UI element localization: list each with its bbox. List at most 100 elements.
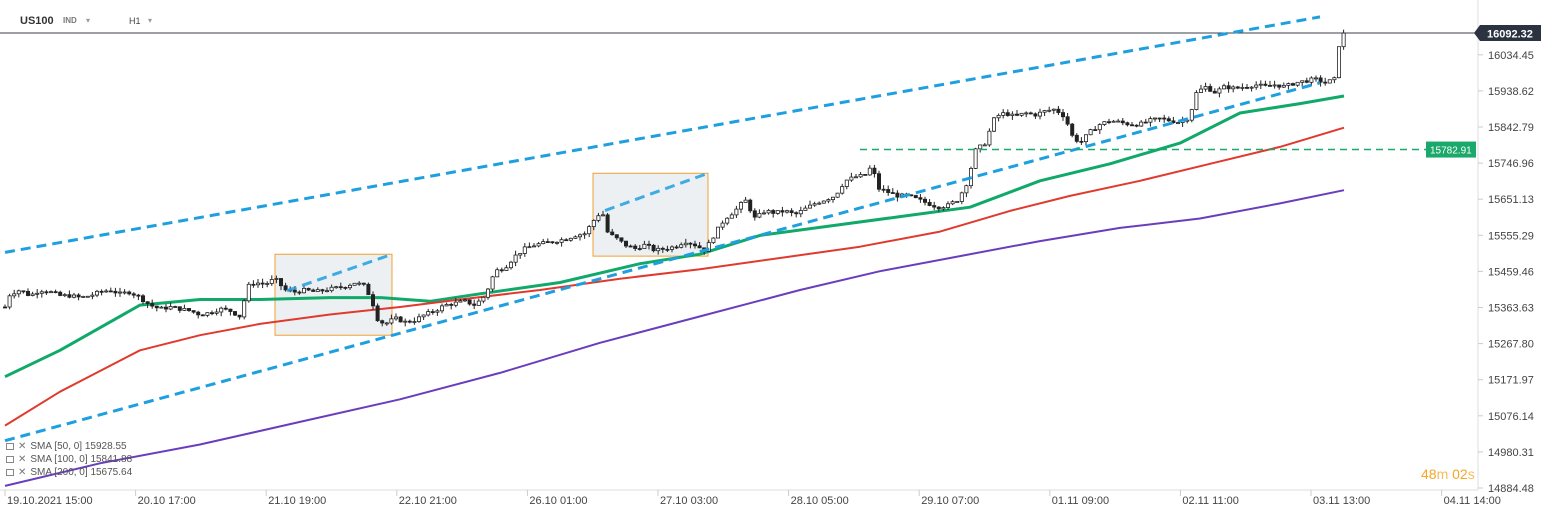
candle: [1231, 85, 1236, 93]
box-trend-line[interactable]: [604, 172, 707, 212]
candle: [1074, 133, 1079, 144]
channel-upper-line[interactable]: [4, 15, 1321, 254]
candle: [214, 308, 219, 316]
candle: [895, 190, 900, 202]
candle: [923, 196, 928, 206]
candle: [591, 219, 596, 231]
candle: [407, 319, 412, 324]
close-icon[interactable]: ✕: [18, 467, 27, 478]
candle: [1065, 113, 1070, 127]
candle: [140, 294, 145, 305]
candle: [927, 199, 932, 207]
candle: [729, 212, 734, 219]
candle: [485, 287, 490, 300]
candle: [1061, 109, 1066, 121]
candle: [734, 205, 739, 219]
candle: [950, 200, 955, 206]
close-icon[interactable]: ✕: [18, 454, 27, 465]
candle: [683, 238, 688, 248]
candle: [941, 206, 946, 211]
candle: [370, 291, 375, 310]
candle: [481, 296, 486, 304]
candle: [324, 287, 329, 293]
candle: [812, 201, 817, 207]
legend-sma200[interactable]: ✕ SMA [200, 0] 15675.64: [6, 466, 132, 479]
candle: [656, 245, 661, 255]
sma200-line[interactable]: [4, 189, 1345, 487]
candle: [1148, 116, 1153, 127]
candle: [334, 285, 339, 289]
box-trend-line[interactable]: [286, 253, 391, 293]
candle: [16, 289, 21, 298]
candle: [209, 310, 214, 316]
sma100-label: SMA [100, 0]: [30, 454, 88, 465]
candle: [62, 293, 67, 298]
settings-icon[interactable]: [6, 456, 14, 463]
candle: [637, 244, 642, 251]
candle: [439, 303, 444, 314]
y-tick-label: 15651.13: [1488, 194, 1534, 206]
candle: [58, 290, 63, 297]
candle: [697, 242, 702, 249]
timeframe-selector[interactable]: H1: [129, 16, 141, 26]
candle: [711, 237, 716, 244]
settings-icon[interactable]: [6, 443, 14, 450]
candle: [674, 244, 679, 250]
candle: [154, 305, 159, 312]
candle: [890, 188, 895, 194]
candle: [1042, 109, 1047, 117]
candle: [725, 217, 730, 226]
candle: [1162, 114, 1167, 123]
sma100-line[interactable]: [4, 126, 1345, 427]
candle: [145, 301, 150, 308]
consolidation-box[interactable]: [592, 172, 709, 257]
symbol-label[interactable]: US100: [20, 15, 54, 27]
candle: [739, 201, 744, 214]
candle: [831, 196, 836, 203]
candle: [352, 282, 357, 286]
candle: [1033, 112, 1038, 119]
candle: [1166, 116, 1171, 122]
candle: [416, 313, 421, 323]
candle: [1203, 82, 1208, 92]
close-icon[interactable]: ✕: [18, 441, 27, 452]
candle: [191, 310, 196, 314]
candle: [426, 308, 431, 317]
candle: [955, 200, 960, 203]
chevron-down-icon[interactable]: ▾: [148, 16, 153, 25]
candle: [1139, 120, 1144, 127]
candle: [1258, 80, 1263, 90]
candle: [766, 208, 771, 215]
candle: [665, 245, 670, 252]
chevron-down-icon[interactable]: ▾: [86, 16, 91, 25]
candle: [1176, 121, 1181, 125]
candle: [136, 293, 141, 301]
candle: [821, 200, 826, 204]
candle: [1249, 86, 1254, 92]
candle: [495, 267, 500, 278]
settings-icon[interactable]: [6, 469, 14, 476]
candle: [693, 240, 698, 249]
legend-sma100[interactable]: ✕ SMA [100, 0] 15841.88: [6, 453, 132, 466]
x-tick-label: 20.10 17:00: [138, 495, 196, 507]
candle: [610, 228, 615, 236]
candle: [844, 179, 849, 190]
last-price-tag: 16092.32: [1474, 25, 1541, 41]
candle: [775, 210, 780, 215]
candle: [476, 298, 481, 306]
candle: [1028, 111, 1033, 115]
y-tick-label: 15363.63: [1488, 303, 1534, 315]
candle: [1047, 106, 1052, 113]
candle: [757, 209, 762, 219]
candle: [297, 290, 302, 295]
candle: [605, 212, 610, 234]
candle: [1116, 118, 1121, 123]
candle: [1093, 125, 1098, 131]
candle: [541, 238, 546, 245]
candle: [127, 290, 132, 296]
legend-sma50[interactable]: ✕ SMA [50, 0] 15928.55: [6, 440, 132, 453]
candle: [12, 289, 17, 299]
candle: [660, 246, 665, 253]
channel-lower-line[interactable]: [4, 81, 1321, 443]
